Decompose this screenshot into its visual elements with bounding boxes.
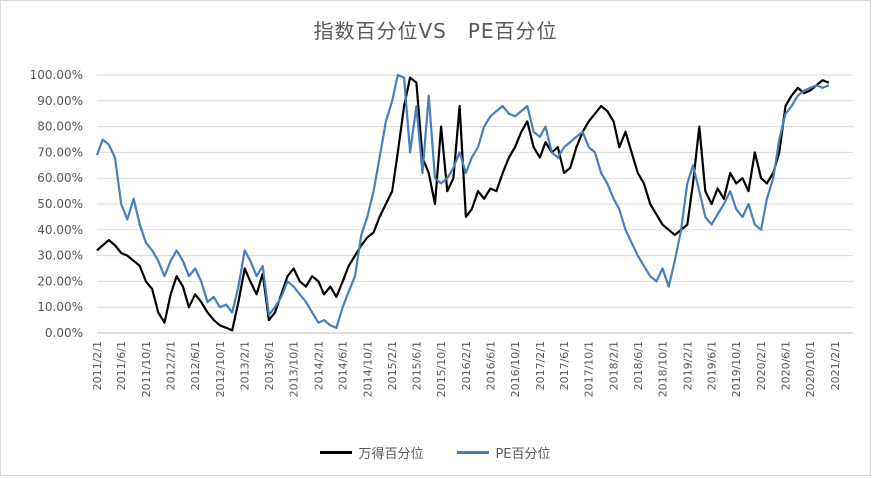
y-tick-label: 90.00% [37, 94, 83, 108]
legend-label-wind-percentile: 万得百分位 [358, 447, 424, 462]
x-tick-label: 2015/6/1 [410, 341, 423, 390]
legend-item-wind-percentile: 万得百分位 [320, 443, 423, 462]
y-tick-label: 0.00% [45, 326, 83, 340]
chart-title: 指数百分位VS PE百分位 [313, 19, 558, 43]
x-tick-label: 2011/2/1 [91, 341, 104, 390]
x-tick-label: 2013/6/1 [263, 341, 276, 390]
x-tick-label: 2018/10/1 [656, 341, 669, 397]
x-tick-label: 2016/2/1 [460, 341, 473, 390]
x-tick-label: 2011/6/1 [115, 341, 128, 390]
x-tick-label: 2018/2/1 [608, 341, 621, 390]
x-tick-label: 2015/2/1 [386, 341, 399, 390]
series-line-pe-percentile [95, 73, 830, 329]
legend-swatch-wind-percentile [320, 451, 353, 454]
y-tick-label: 100.00% [30, 68, 83, 82]
x-tick-label: 2016/10/1 [509, 341, 522, 397]
x-tick-label: 2016/6/1 [484, 341, 497, 390]
x-tick-label: 2013/10/1 [288, 341, 301, 397]
x-tick-label: 2013/2/1 [239, 341, 252, 390]
x-tick-label: 2012/2/1 [165, 341, 178, 390]
y-tick-label: 50.00% [37, 197, 83, 211]
legend: 万得百分位 PE百分位 [1, 443, 870, 462]
x-tick-label: 2015/10/1 [435, 341, 448, 397]
y-tick-label: 70.00% [37, 145, 83, 159]
y-tick-label: 40.00% [37, 223, 83, 237]
x-tick-label: 2014/2/1 [312, 341, 325, 390]
x-tick-label: 2020/2/1 [755, 341, 768, 390]
legend-label-pe-percentile: PE百分位 [495, 447, 551, 462]
x-tick-label: 2019/6/1 [706, 341, 719, 390]
x-tick-label: 2017/6/1 [558, 341, 571, 390]
series-lines [95, 73, 830, 332]
legend-item-pe-percentile: PE百分位 [457, 443, 551, 462]
x-tick-label: 2014/10/1 [361, 341, 374, 397]
x-tick-label: 2014/6/1 [337, 341, 350, 390]
x-tick-label: 2017/2/1 [534, 341, 547, 390]
y-tick-label: 20.00% [37, 274, 83, 288]
gridlines [97, 74, 853, 334]
x-tick-label: 2019/10/1 [730, 341, 743, 397]
x-tick-label: 2020/10/1 [804, 341, 817, 397]
legend-swatch-pe-percentile [457, 451, 490, 454]
x-tick-label: 2019/2/1 [681, 341, 694, 390]
y-axis-ticks: 0.00% 10.00% 20.00% 30.00% 40.00% 50.00% 60.00… [30, 68, 83, 340]
x-tick-label: 2018/6/1 [632, 341, 645, 390]
y-tick-label: 60.00% [37, 171, 83, 185]
x-tick-label: 2012/6/1 [189, 341, 202, 390]
x-tick-label: 2020/6/1 [780, 341, 793, 390]
x-tick-label: 2011/10/1 [140, 341, 153, 397]
x-axis-ticks: 2011/2/1 2011/6/1 2011/10/1 2012/2/1 2012/6/… [91, 341, 842, 397]
x-tick-label: 2012/10/1 [214, 341, 227, 397]
x-tick-label: 2017/10/1 [583, 341, 596, 397]
y-tick-label: 10.00% [37, 300, 83, 314]
y-tick-label: 30.00% [37, 249, 83, 263]
x-tick-label: 2021/2/1 [829, 341, 842, 390]
y-tick-label: 80.00% [37, 120, 83, 134]
